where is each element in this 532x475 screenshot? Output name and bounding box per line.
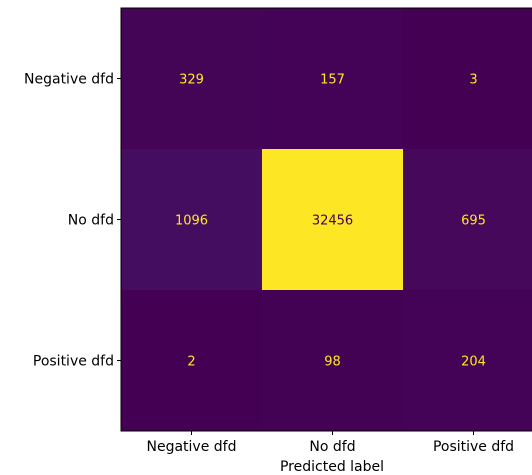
cell-value-label: 32456 — [312, 214, 353, 229]
cell-value-label: 157 — [320, 73, 345, 88]
heatmap-cell — [121, 8, 262, 149]
x-tick-label: No dfd — [309, 439, 355, 455]
heatmap-cells — [121, 8, 532, 431]
heatmap-cell — [403, 290, 532, 431]
heatmap-cell — [262, 149, 403, 290]
x-axis-title: Predicted label — [280, 459, 384, 475]
y-tick-label: No dfd — [68, 213, 114, 229]
heatmap-cell — [403, 149, 532, 290]
cell-value-label: 329 — [179, 73, 204, 88]
x-axis: Negative dfd No dfd Positive dfd — [147, 431, 514, 455]
heatmap-cell — [121, 290, 262, 431]
y-axis: Negative dfd No dfd Positive dfd — [24, 72, 121, 370]
cell-value-label: 98 — [324, 355, 341, 370]
heatmap-cell — [262, 290, 403, 431]
heatmap-cell — [403, 8, 532, 149]
cell-value-label: 3 — [469, 73, 477, 88]
x-tick-label: Positive dfd — [433, 439, 514, 455]
plot-frame — [120, 7, 532, 432]
y-tick-label: Positive dfd — [33, 354, 114, 370]
cell-value-label: 204 — [461, 355, 486, 370]
cell-value-label: 2 — [187, 355, 195, 370]
cell-value-labels: 329 157 3 1096 32456 695 2 98 204 — [175, 73, 486, 370]
x-tick-label: Negative dfd — [147, 439, 237, 455]
y-tick-label: Negative dfd — [24, 72, 114, 88]
heatmap-cell — [121, 149, 262, 290]
cell-value-label: 1096 — [175, 214, 208, 229]
heatmap-cell — [262, 8, 403, 149]
cell-value-label: 695 — [461, 214, 486, 229]
